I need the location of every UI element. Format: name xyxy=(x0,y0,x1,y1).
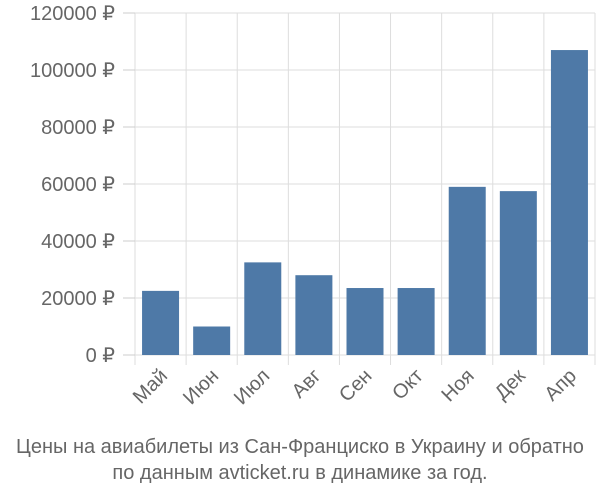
bar-3 xyxy=(244,262,282,355)
bar-2 xyxy=(193,326,231,355)
y-tick-label: 0 ₽ xyxy=(86,345,116,367)
chart-caption-line-1: Цены на авиабилеты из Сан-Франциско в Ук… xyxy=(16,436,584,458)
bar-9 xyxy=(550,50,588,356)
chart-caption-line-2: по данным avticket.ru в динамике за год. xyxy=(112,462,488,484)
y-tick-label: 120000 ₽ xyxy=(30,3,115,25)
bar-6 xyxy=(397,288,435,355)
y-tick-label: 100000 ₽ xyxy=(30,60,115,82)
x-tick-label: Апр xyxy=(540,365,581,406)
y-tick-label: 40000 ₽ xyxy=(41,231,115,253)
bar-8 xyxy=(499,191,537,355)
y-tick-label: 60000 ₽ xyxy=(41,174,115,196)
bar-4 xyxy=(295,275,333,355)
bars xyxy=(142,50,588,356)
x-tick-label: Ноя xyxy=(437,365,478,406)
x-tick-label: Сен xyxy=(335,365,376,406)
x-tick-label: Дек xyxy=(491,365,530,404)
x-tick-label: Окт xyxy=(388,365,427,404)
bar-5 xyxy=(346,288,384,355)
x-tick-label: Июн xyxy=(179,365,223,409)
y-axis: 0 ₽ 20000 ₽ 40000 ₽ 60000 ₽ 80000 ₽ 100000 ₽ 1… xyxy=(30,3,135,367)
x-axis: Май Июн Июл Авг Сен Окт Ноя Дек Апр xyxy=(129,365,581,409)
bar-1 xyxy=(142,290,180,355)
bar-7 xyxy=(448,186,486,355)
y-tick-label: 20000 ₽ xyxy=(41,288,115,310)
y-tick-label: 80000 ₽ xyxy=(41,117,115,139)
grid-lines xyxy=(134,12,596,365)
x-tick-label: Июл xyxy=(230,365,274,409)
x-tick-label: Май xyxy=(129,365,172,408)
x-tick-label: Авг xyxy=(288,365,326,403)
